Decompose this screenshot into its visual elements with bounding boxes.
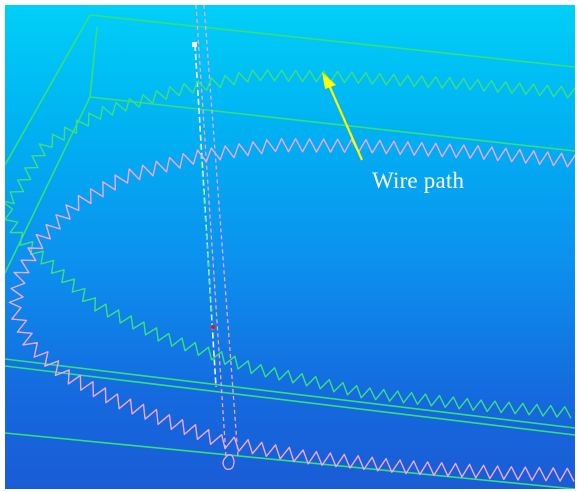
- box-edge: [5, 432, 575, 489]
- box-edge: [89, 14, 575, 68]
- box-edge: [5, 365, 575, 436]
- box-edge: [5, 96, 91, 274]
- guide-line-right: [203, 5, 239, 458]
- guide-lines: [195, 5, 239, 458]
- probe-line: [194, 44, 217, 388]
- box-edge: [89, 26, 98, 98]
- scene-canvas[interactable]: [5, 5, 575, 489]
- probe-endpoint-marker: [192, 42, 197, 47]
- box-edge: [5, 358, 575, 429]
- guide-line-left: [195, 5, 227, 458]
- annotation-arrow: [322, 72, 364, 161]
- box-edge: [5, 14, 91, 166]
- inner-wire-path: [8, 137, 575, 482]
- wire-end-loop: [222, 454, 235, 470]
- outer-wire-path: [5, 69, 575, 419]
- probe-red-marker: [210, 324, 216, 330]
- box-wireframe: [5, 14, 575, 489]
- wire-path-label: Wire path: [372, 168, 465, 193]
- box-edge: [89, 96, 575, 152]
- 3d-viewport[interactable]: Wire path: [5, 5, 575, 489]
